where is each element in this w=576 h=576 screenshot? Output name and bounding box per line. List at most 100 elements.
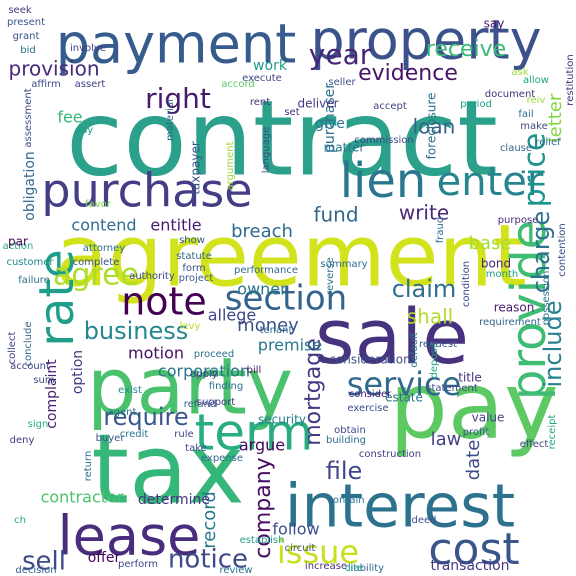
word-mortgage: mortgage xyxy=(301,338,326,446)
word-agent: agent xyxy=(108,407,137,418)
word-fail: fail xyxy=(518,109,533,120)
word-support: support xyxy=(197,397,235,408)
word-establish: establish xyxy=(240,535,285,546)
word-condition: condition xyxy=(461,261,472,307)
word-set: set xyxy=(284,107,299,118)
word-pay: pay xyxy=(389,352,558,459)
word-rate: rate xyxy=(29,249,85,347)
word-ch: ch xyxy=(14,515,26,526)
word-rent: rent xyxy=(250,97,270,108)
word-include: include xyxy=(539,301,567,388)
word-assert: assert xyxy=(75,79,106,90)
word-sum: sum xyxy=(33,375,54,386)
word-corporation: corporation xyxy=(158,362,250,381)
word-collect: collect xyxy=(7,332,18,365)
word-foreclosure: foreclosure xyxy=(425,93,439,160)
word-charge: charge xyxy=(527,211,555,294)
word-statement: statement xyxy=(426,383,478,394)
word-purpose: purpose xyxy=(498,215,539,226)
word-document: document xyxy=(485,89,536,100)
word-company: company xyxy=(251,457,276,558)
word-write: write xyxy=(399,201,449,225)
word-clause: clause xyxy=(500,143,532,154)
word-interest: interest xyxy=(285,472,515,542)
word-term: term xyxy=(195,404,314,462)
word-action: action xyxy=(3,241,34,252)
word-obligation: obligation xyxy=(22,151,38,221)
word-reiv: reiv xyxy=(527,95,546,106)
word-receipt: receipt xyxy=(547,415,558,450)
word-buyer: buyer xyxy=(96,433,126,444)
word-requirement: requirement xyxy=(479,317,541,328)
word-consider: consider xyxy=(349,389,392,400)
word-give: give xyxy=(315,116,345,132)
word-argue: argue xyxy=(239,436,285,455)
word-finding: finding xyxy=(209,381,243,392)
word-building: building xyxy=(326,435,366,446)
word-project: project xyxy=(179,273,214,284)
word-default: default xyxy=(409,332,420,367)
word-business: business xyxy=(84,317,189,345)
word-contend: contend xyxy=(71,216,136,235)
word-money: money xyxy=(237,315,299,336)
word-assessment: assessment xyxy=(23,88,34,147)
word-motion: motion xyxy=(128,344,184,363)
word-sale: sale xyxy=(315,292,469,381)
word-sell: sell xyxy=(22,547,66,576)
word-effect: effect xyxy=(520,439,549,450)
word-restitution: restitution xyxy=(565,54,576,105)
word-grant: grant xyxy=(13,31,40,42)
word-circuit: circuit xyxy=(285,543,316,554)
word-apply: apply xyxy=(190,369,218,380)
word-section: section xyxy=(225,279,347,319)
word-customer: customer xyxy=(6,257,54,268)
word-proceed: proceed xyxy=(194,349,235,360)
word-relief: relief xyxy=(535,137,561,148)
word-lien: lien xyxy=(340,153,427,209)
word-deposit: deposit xyxy=(429,341,440,378)
word-price: price xyxy=(518,133,553,208)
word-seek: seek xyxy=(8,5,32,16)
word-loan: loan xyxy=(413,115,456,139)
word-tenant: tenant xyxy=(260,325,293,336)
word-receive: receive xyxy=(426,37,506,62)
word-breach: breach xyxy=(231,221,293,242)
word-possession: possession xyxy=(541,271,552,326)
word-deny: deny xyxy=(10,435,35,446)
word-transaction: transaction xyxy=(430,558,509,574)
word-law: law xyxy=(431,429,462,450)
word-summary: summary xyxy=(320,259,367,270)
word-language: language xyxy=(261,127,272,174)
word-enter: enter xyxy=(437,159,544,205)
word-right: right xyxy=(145,82,211,115)
word-provision: provision xyxy=(9,57,100,81)
word-value: value xyxy=(472,411,505,425)
word-cite: cite xyxy=(345,563,363,574)
word-consideration: consideration xyxy=(329,353,410,367)
word-review: review xyxy=(219,565,252,576)
word-letter: letter xyxy=(545,93,566,142)
word-request: request xyxy=(419,339,457,350)
word-obtain: obtain xyxy=(334,425,366,436)
word-account: account xyxy=(10,361,50,372)
word-authority: authority xyxy=(129,271,175,282)
word-fee: fee xyxy=(57,108,82,127)
word-favor: favor xyxy=(85,199,112,210)
word-fund: fund xyxy=(313,203,358,227)
word-agree: agree xyxy=(53,258,139,293)
word-day: day xyxy=(75,125,93,136)
word-allege: allege xyxy=(208,306,257,325)
word-agreement: agreement xyxy=(55,206,527,306)
word-period: period xyxy=(460,99,492,110)
word-execute: execute xyxy=(242,73,282,84)
word-service: service xyxy=(347,365,462,403)
word-reason: reason xyxy=(494,301,535,315)
word-contention: contention xyxy=(557,223,568,277)
word-par: par xyxy=(8,235,28,249)
word-party: party xyxy=(87,342,293,432)
word-year: year xyxy=(309,38,372,71)
word-base: base xyxy=(469,233,512,254)
word-owner: owner xyxy=(237,280,287,299)
